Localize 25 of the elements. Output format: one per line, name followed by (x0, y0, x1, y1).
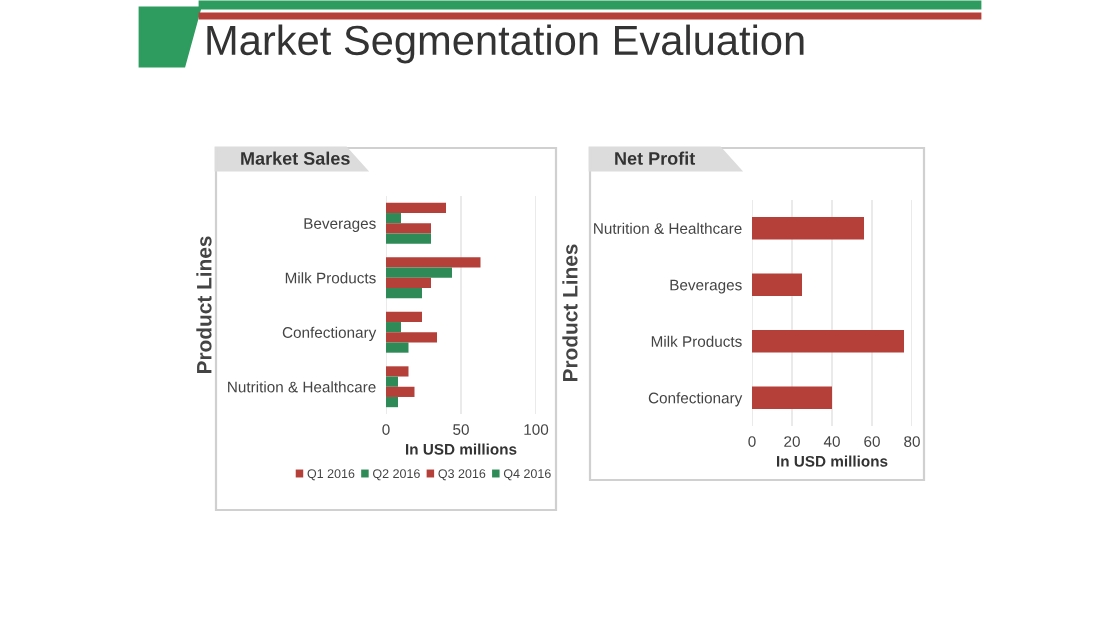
bar (386, 376, 398, 387)
bar (386, 386, 415, 397)
bar (386, 287, 422, 299)
bar (386, 277, 431, 288)
bar (386, 267, 452, 278)
bar (386, 396, 398, 408)
bar (386, 366, 409, 377)
bar (386, 233, 431, 244)
text: Market Segmentation Evaluation (207, 24, 804, 64)
y-axis-title: Product Lines (196, 236, 212, 374)
y-axis-title: Product Lines (562, 244, 578, 382)
bar (386, 311, 422, 323)
bar (386, 322, 401, 333)
chart-title: Net Profit (615, 151, 696, 165)
bar (386, 213, 401, 224)
chart-title: Market Sales (241, 151, 350, 165)
bar (386, 223, 431, 234)
bar (752, 216, 864, 240)
bar (386, 332, 437, 343)
bar (752, 329, 904, 353)
bar (386, 342, 409, 353)
bar (386, 202, 446, 214)
bar (386, 257, 481, 268)
bar (752, 273, 802, 297)
bar (752, 386, 832, 410)
